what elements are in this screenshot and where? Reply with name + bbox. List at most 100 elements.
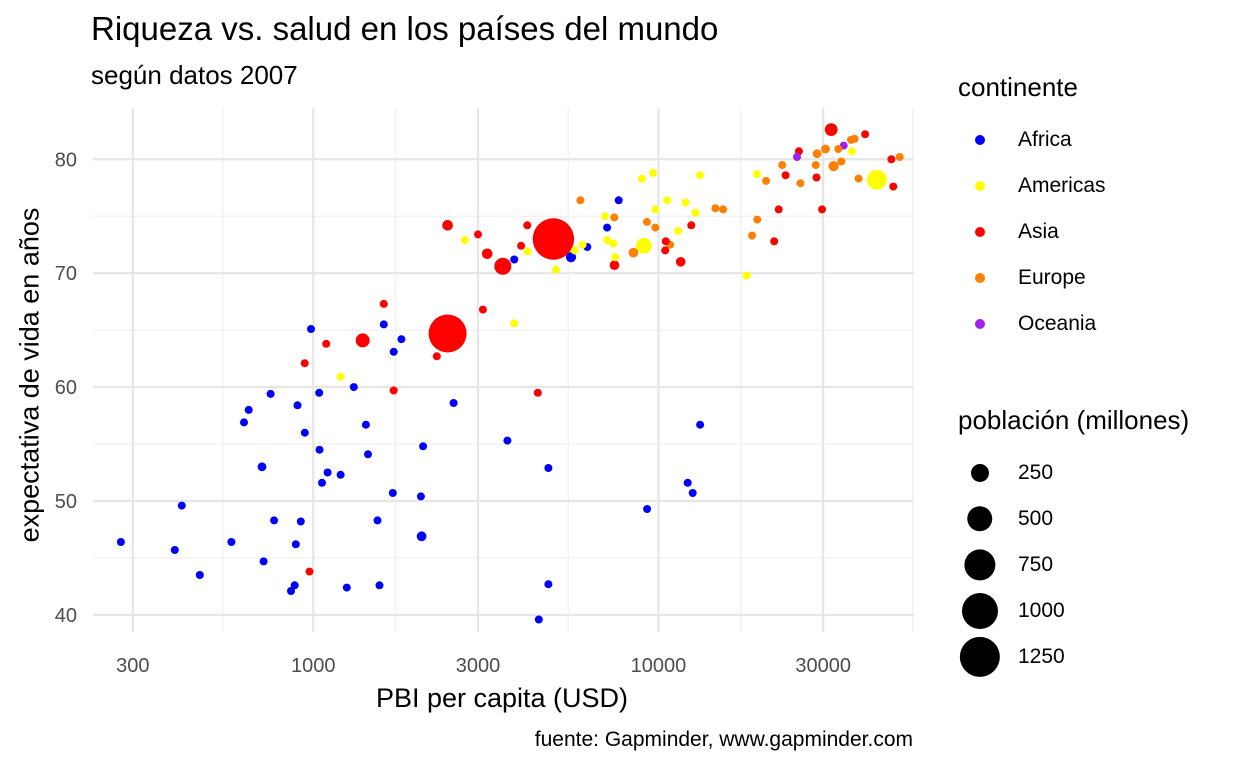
point-americas [674,227,683,235]
point-africa [323,468,332,477]
point-europe [748,231,757,240]
point-africa [503,436,512,445]
point-asia [305,567,314,576]
point-americas [601,212,609,221]
point-asia [861,130,870,139]
point-africa [603,223,612,232]
point-europe [828,161,839,172]
point-asia [812,173,821,182]
point-europe [834,145,843,153]
point-asia [818,205,827,214]
point-africa [361,420,370,429]
point-asia [532,218,575,260]
chart-title: Riqueza vs. salud en los países del mund… [91,10,719,47]
point-americas [336,372,345,381]
legend-label-asia: Asia [1018,220,1059,243]
point-asia [428,314,467,353]
x-tick-label: 30000 [795,655,851,677]
point-africa [257,462,267,472]
point-asia [887,155,896,164]
point-europe [642,217,651,226]
y-tick-label: 60 [55,377,77,399]
point-africa [614,196,623,205]
legend-label-oceania: Oceania [1018,312,1097,335]
point-africa [240,418,248,427]
x-axis-ticks: 300 1000 3000 10000 30000 [116,655,851,677]
point-europe [895,153,904,161]
y-tick-label: 80 [55,149,77,171]
point-europe [651,223,660,232]
y-axis-ticks: 40 50 60 70 80 [55,149,77,627]
y-axis-label: expectativa de vida en años [14,207,45,543]
point-asia [675,257,686,267]
point-africa [397,335,406,344]
point-europe [821,144,830,154]
point-americas [460,236,469,245]
point-africa [266,389,275,398]
point-africa [688,489,697,497]
point-americas [523,247,532,256]
x-tick-label: 10000 [631,655,687,677]
size-legend-label: 750 [1018,553,1054,576]
point-africa [342,583,351,592]
x-tick-label: 1000 [291,655,336,677]
point-africa [336,470,345,479]
point-europe [837,157,846,166]
point-africa [388,489,397,497]
y-tick-label: 50 [55,491,77,513]
point-asia [322,339,331,348]
point-americas [742,271,751,280]
size-legend-dot [970,463,990,483]
size-legend-label: 500 [1018,507,1054,530]
point-asia [300,359,309,368]
chart-subtitle: según datos 2007 [91,60,298,90]
x-axis-label: PBI per capita (USD) [375,683,629,713]
point-africa [416,531,427,542]
point-americas [611,253,620,262]
point-asia [494,257,512,275]
point-africa [293,401,302,410]
point-africa [270,516,279,525]
point-europe [719,205,728,214]
color-legend-title: continente [958,72,1078,102]
point-americas [753,170,761,179]
point-africa [389,347,398,356]
point-asia [379,299,388,308]
legend-dot-asia [975,227,985,237]
point-europe [778,161,787,169]
legend-label-americas: Americas [1018,174,1106,197]
point-africa [449,399,458,407]
point-asia [452,320,461,329]
size-legend-label: 250 [1018,461,1054,484]
point-americas [691,208,700,217]
point-africa [683,478,692,487]
point-africa [364,450,372,459]
size-legend-dot [964,549,996,581]
point-africa [287,587,295,595]
point-africa [318,478,326,487]
point-africa [244,405,253,414]
size-legend-dot [967,506,993,532]
point-americas [847,147,856,156]
size-legend-label: 1000 [1018,599,1065,622]
point-asia [474,230,482,239]
point-africa [565,252,577,263]
size-legend-dot [961,592,999,630]
point-africa [177,501,186,510]
legend-dot-oceania [975,319,985,329]
x-tick-label: 300 [116,655,149,677]
y-tick-label: 40 [55,605,77,627]
point-asia [889,182,898,191]
size-legend-label: 1250 [1018,645,1065,668]
legend-dot-africa [975,135,985,145]
point-americas [578,240,587,249]
chart-caption: fuente: Gapminder, www.gapminder.com [534,728,913,751]
point-americas [510,319,519,328]
point-africa [349,383,358,392]
point-europe [610,213,619,222]
point-africa [534,615,543,624]
point-africa [291,540,300,549]
point-africa [116,538,125,546]
point-africa [315,388,324,397]
point-africa [227,538,236,546]
